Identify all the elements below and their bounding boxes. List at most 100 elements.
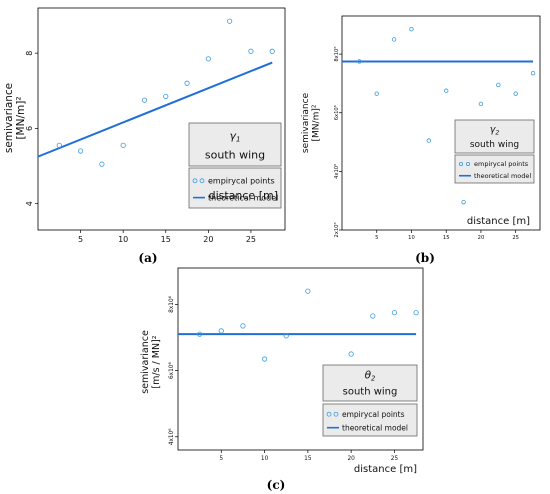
- panel-label: (b): [415, 251, 435, 265]
- y-axis-label: semivariance [MN/m]²: [3, 83, 27, 153]
- title-subtitle: south wing: [205, 148, 265, 161]
- x-tick-label: 20: [478, 235, 485, 241]
- legend-point-marker: [465, 161, 471, 166]
- empirical-point: [141, 97, 148, 103]
- title-symbol-subscript: 1: [236, 134, 241, 143]
- title-box: [188, 122, 282, 167]
- y-tick-label: 4: [25, 201, 34, 206]
- x-tick-label: 5: [375, 235, 378, 241]
- chart-panel-2: 5 10 15 20 25 2x10⁶ 4x10⁶ 6x10⁶ 8x10⁶ semivarianc…: [301, 15, 541, 265]
- y-tick-label: 4x10⁶: [168, 428, 175, 445]
- y-tick-label: 6: [25, 126, 34, 131]
- legend-box: [454, 154, 535, 184]
- empirical-point: [370, 313, 376, 319]
- legend-label-model: theoretical model: [474, 172, 531, 180]
- chart-panel-1: 5 10 15 20 25 4 6 8 semivariance [MN/m]² γ1 south w…: [3, 7, 286, 265]
- panel-label: (c): [267, 478, 286, 492]
- x-axis-label: distance [m]: [354, 464, 417, 475]
- empirical-point: [357, 59, 362, 64]
- title-symbol: θ2: [365, 370, 376, 383]
- title-symbol-main: θ: [365, 370, 372, 382]
- x-tick-label: 15: [443, 235, 450, 241]
- title-box: [454, 119, 535, 154]
- chart-panel-3: 5 10 15 20 25 4x10⁶ 6x10⁶ 8x10⁶ semivariance [m/s…: [140, 267, 424, 492]
- x-tick-label: 25: [391, 456, 399, 462]
- legend-point-marker: [199, 178, 205, 184]
- x-tick-label: 5: [219, 456, 223, 462]
- empirical-point: [227, 18, 233, 24]
- empirical-point: [163, 93, 169, 100]
- empirical-point: [413, 310, 419, 316]
- x-tick-label: 25: [246, 235, 256, 244]
- y-axis-label: semivariance [MN/m]²: [301, 92, 321, 153]
- empirical-point: [305, 288, 311, 294]
- title-symbol: γ2: [490, 125, 500, 137]
- empirical-point: [77, 148, 84, 154]
- legend-label-points: empirycal points: [208, 177, 275, 186]
- y-axis-label-line1: semivariance: [140, 330, 151, 394]
- empirical-point: [120, 142, 126, 148]
- empirical-point: [240, 323, 246, 329]
- empirical-point: [374, 91, 379, 96]
- empirical-point: [99, 161, 105, 167]
- empirical-point: [444, 88, 449, 93]
- theoretical-model-line: [37, 61, 273, 158]
- empirical-point: [184, 80, 190, 86]
- title-box: [322, 364, 418, 402]
- y-tick-label: 6x10⁶: [168, 362, 175, 379]
- y-tick-label: 2x10⁶: [334, 222, 340, 237]
- empirical-point: [205, 56, 211, 62]
- y-axis-label-line1: semivariance: [301, 92, 311, 153]
- empirical-point: [269, 48, 275, 54]
- title-symbol-main: γ: [229, 129, 236, 142]
- x-tick-label: 15: [161, 235, 171, 244]
- x-tick-label: 5: [78, 235, 83, 244]
- empirical-point: [56, 142, 62, 148]
- y-axis-label: semivariance [m/s / MN]²: [140, 330, 162, 394]
- title-symbol-subscript: 2: [371, 375, 375, 383]
- legend-label-points: empirycal points: [342, 410, 405, 419]
- x-axis-label: distance [m]: [209, 189, 278, 202]
- title-symbol-subscript: 2: [495, 130, 499, 137]
- legend-point-marker: [326, 411, 332, 417]
- y-axis-label-line1: semivariance: [3, 83, 15, 153]
- empirical-point: [496, 82, 501, 88]
- x-tick-label: 10: [408, 235, 415, 241]
- legend-label-model: theoretical model: [208, 193, 278, 202]
- empirical-point: [409, 26, 414, 32]
- x-tick-label: 10: [118, 235, 128, 244]
- y-axis-label-line2: [MN/m]²: [15, 96, 27, 139]
- empirical-point: [218, 328, 224, 334]
- legend-label-points: empirycal points: [474, 160, 529, 168]
- empirical-point: [283, 333, 289, 339]
- y-axis-label-line2: [MN/m]²: [311, 104, 321, 141]
- legend-point-marker: [192, 178, 198, 184]
- title-symbol: γ1: [229, 129, 240, 143]
- legend-box: [188, 167, 282, 209]
- legend-label-model: theoretical model: [342, 423, 408, 432]
- x-tick-label: 25: [512, 235, 519, 241]
- empirical-point: [261, 356, 268, 362]
- empirical-point: [391, 37, 397, 42]
- title-subtitle: south wing: [343, 387, 398, 398]
- legend-point-marker: [333, 411, 339, 417]
- legend-box: [322, 403, 418, 437]
- empirical-point: [461, 199, 466, 205]
- y-axis-label-line2: [m/s / MN]²: [151, 335, 162, 388]
- y-tick-label: 8: [25, 51, 34, 56]
- title-subtitle: south wing: [470, 140, 519, 150]
- empirical-point: [248, 48, 254, 54]
- empirical-point: [197, 331, 203, 337]
- y-tick-label: 8x10⁶: [168, 295, 175, 312]
- x-tick-label: 20: [347, 456, 355, 462]
- y-tick-label: 4x10⁶: [334, 164, 340, 179]
- x-tick-label: 15: [304, 456, 312, 462]
- y-tick-label: 6x10⁶: [334, 105, 340, 120]
- x-axis-label: distance [m]: [467, 216, 530, 227]
- empirical-point: [348, 351, 354, 357]
- title-symbol-main: γ: [490, 125, 497, 136]
- y-tick-label: 8x10⁶: [334, 47, 340, 62]
- x-tick-label: 10: [261, 456, 269, 462]
- panel-label: (a): [138, 251, 157, 265]
